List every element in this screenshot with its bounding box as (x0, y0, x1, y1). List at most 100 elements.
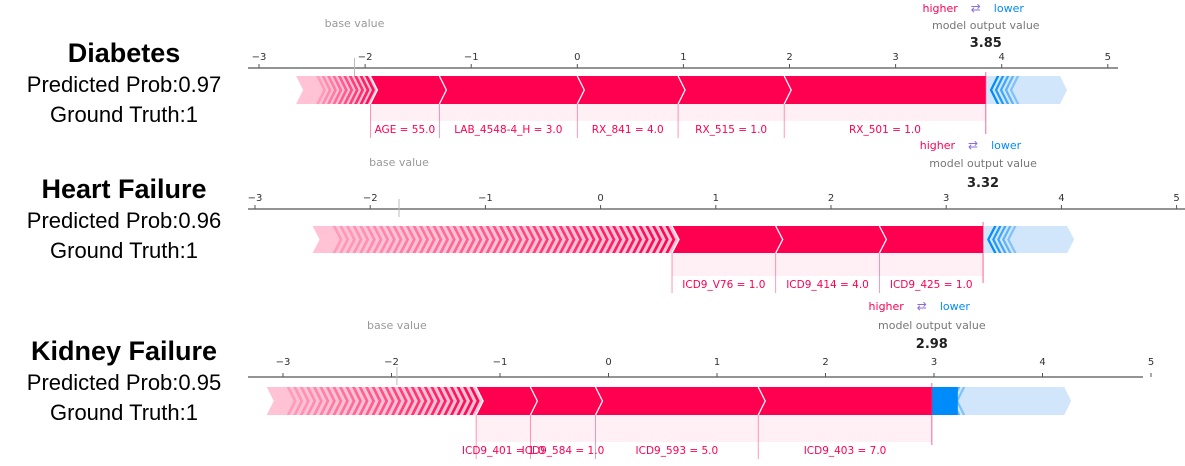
tail-chevron (618, 226, 629, 253)
segment-divider (369, 75, 379, 105)
tail-chevron (625, 226, 636, 253)
negative-bar-strong (931, 387, 958, 415)
tail-chevron (293, 387, 304, 415)
feature-bar (879, 226, 984, 253)
label-connector-fill (672, 253, 776, 276)
label-connector-fill (678, 104, 785, 121)
x-tick-label: −2 (384, 357, 399, 368)
feature-label: LAB_4548-4_H = 3.0 (454, 124, 562, 136)
legend-arrows-icon: ⇄ (917, 299, 927, 313)
tail-chevron (286, 387, 297, 415)
tail-chevron (306, 387, 317, 415)
tail-chevron (469, 387, 480, 415)
tail-chevron (397, 387, 408, 415)
x-tick-label: 5 (1148, 357, 1154, 368)
model-output-value: 2.98 (916, 337, 948, 352)
tail-chevron (545, 226, 556, 253)
tail-chevron (348, 76, 359, 104)
feature-bar (370, 76, 447, 104)
x-tick-label: 4 (1058, 193, 1064, 204)
feature-label: RX_841 = 4.0 (592, 124, 664, 136)
feature-label: AGE = 55.0 (375, 124, 436, 136)
tail-chevron (345, 387, 356, 415)
tail-chevron (359, 76, 370, 104)
tail-chevron (332, 226, 343, 253)
tail-chevron (430, 387, 441, 415)
tail-chevron (465, 226, 476, 253)
predicted-prob: Predicted Prob:0.97 (26, 72, 222, 97)
tail-chevron (432, 226, 443, 253)
tail-chevron (365, 387, 376, 415)
feature-label: ICD9_425 = 1.0 (890, 279, 973, 291)
segment-divider (438, 75, 448, 105)
x-tick-label: 5 (1173, 193, 1179, 204)
tail-chevron (592, 226, 603, 253)
negative-chevron (1009, 76, 1020, 104)
model-output-label: model output value (932, 19, 1040, 32)
tail-chevron (312, 387, 323, 415)
tail-chevron (354, 76, 365, 104)
predicted-prob: Predicted Prob:0.96 (26, 208, 222, 233)
tail-chevron (450, 387, 461, 415)
segment-divider (475, 386, 484, 416)
negative-chevron (999, 76, 1010, 104)
tail-chevron (572, 226, 583, 253)
x-tick-label: −1 (464, 52, 479, 63)
tail-chevron (405, 226, 416, 253)
x-tick-label: 5 (1105, 52, 1111, 63)
diabetes-label-block: Diabetes Predicted Prob:0.97 Ground Trut… (0, 36, 248, 130)
tail-chevron (325, 387, 336, 415)
label-connector-fill (775, 253, 880, 276)
base-value-label: base value (325, 17, 385, 30)
x-tick-label: 1 (680, 52, 686, 63)
ground-truth: Ground Truth:1 (50, 102, 198, 127)
tail-chevron (404, 387, 415, 415)
tail-chevron (423, 387, 434, 415)
x-tick-label: 4 (999, 52, 1005, 63)
tail-chevron (518, 226, 529, 253)
tail-chevron (632, 226, 643, 253)
negative-chevron (1004, 76, 1015, 104)
model-output-label: model output value (878, 319, 986, 332)
negative-chevron (989, 76, 1000, 104)
x-tick-label: 0 (597, 193, 603, 204)
heart-failure-label-block: Heart Failure Predicted Prob:0.96 Ground… (0, 172, 248, 266)
tail-chevron (359, 226, 370, 253)
tail-chevron (371, 387, 382, 415)
disease-title: Diabetes (67, 38, 181, 68)
x-tick-label: 3 (892, 52, 898, 63)
feature-bar (476, 387, 538, 415)
legend-lower: lower (940, 300, 971, 313)
segment-divider (775, 225, 784, 254)
x-tick-label: −3 (252, 52, 267, 63)
feature-label: RX_515 = 1.0 (695, 124, 767, 136)
label-connector-fill (577, 104, 679, 121)
tail-chevron (436, 387, 447, 415)
tail-chevron (585, 226, 596, 253)
tail-chevron (384, 387, 395, 415)
tail-chevron (658, 226, 669, 253)
feature-bar (595, 387, 766, 415)
tail-chevron (319, 387, 330, 415)
tail-chevron (472, 226, 483, 253)
tail-chevron (512, 226, 523, 253)
x-tick-label: −2 (358, 52, 373, 63)
tail-chevron (316, 76, 327, 104)
tail-chevron (392, 226, 403, 253)
negative-chevron (994, 76, 1005, 104)
negative-bar (983, 226, 1075, 253)
negative-chevron (987, 226, 997, 253)
tail-chevron (505, 226, 516, 253)
legend-arrows-icon: ⇄ (971, 1, 981, 15)
segment-divider (671, 225, 680, 254)
feature-label: ICD9_403 = 7.0 (804, 445, 887, 457)
positive-tail-bar (312, 226, 680, 253)
tail-chevron (578, 226, 589, 253)
feature-label: ICD9_593 = 5.0 (636, 445, 719, 457)
feature-bar (758, 387, 932, 415)
tail-chevron (419, 226, 430, 253)
tail-chevron (532, 226, 543, 253)
x-tick-label: 2 (828, 193, 834, 204)
label-connector-fill (595, 415, 759, 442)
base-value-label: base value (367, 319, 427, 332)
